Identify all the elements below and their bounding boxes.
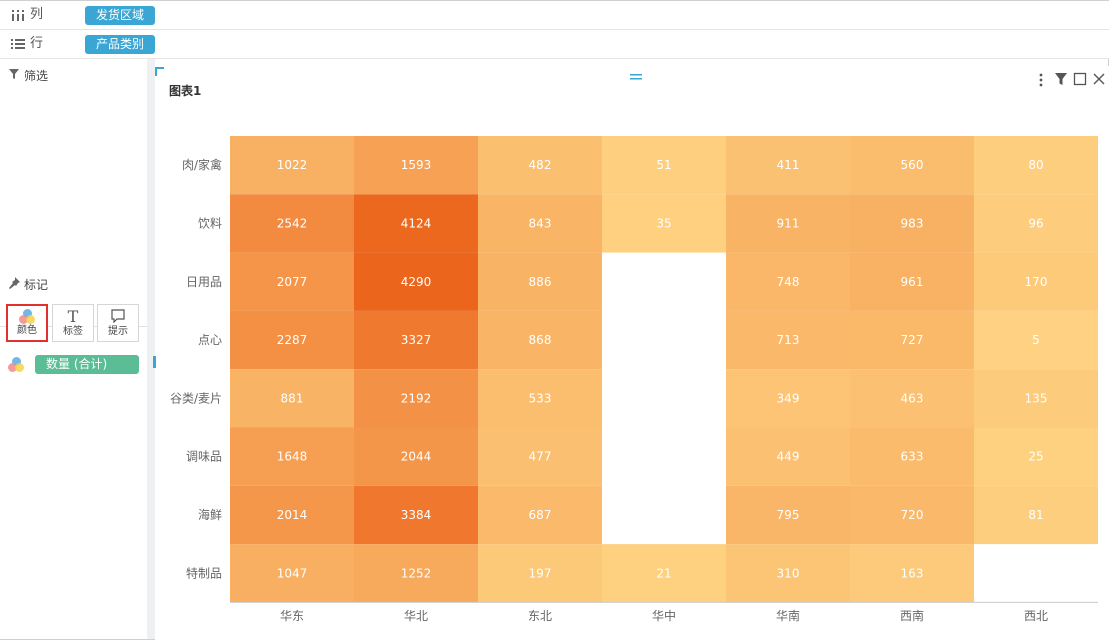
filter-section[interactable]: 筛选 bbox=[8, 68, 48, 84]
color-dots-icon bbox=[19, 309, 35, 325]
marks-section: 标记 bbox=[8, 277, 48, 293]
drag-handle-icon[interactable] bbox=[630, 68, 642, 80]
rows-icon bbox=[10, 36, 26, 52]
pin-icon bbox=[8, 277, 22, 293]
label-mark-button[interactable]: T 标签 bbox=[52, 304, 94, 342]
label-mark-label: 标签 bbox=[63, 326, 83, 337]
speech-bubble-icon bbox=[98, 308, 138, 326]
maximize-icon[interactable] bbox=[1073, 72, 1087, 91]
color-mark-button[interactable]: 颜色 bbox=[6, 304, 48, 342]
rows-shelf[interactable]: 行 产品类别 bbox=[0, 30, 1109, 59]
left-panel: 筛选 标记 颜色 T 标签 提示 bbox=[0, 59, 148, 639]
color-field-pill[interactable]: 数量 (合计) bbox=[35, 355, 139, 374]
more-menu-icon[interactable] bbox=[1037, 72, 1045, 93]
text-T-icon: T bbox=[67, 307, 79, 326]
filter-icon bbox=[8, 68, 22, 84]
column-field-pill[interactable]: 发货区域 bbox=[85, 6, 156, 25]
marks-label: 标记 bbox=[24, 278, 49, 292]
color-field-icon bbox=[8, 357, 24, 373]
tooltip-mark-button[interactable]: 提示 bbox=[97, 304, 139, 342]
close-icon[interactable] bbox=[1092, 72, 1106, 91]
tooltip-mark-label: 提示 bbox=[108, 326, 128, 337]
chart-panel bbox=[155, 66, 1109, 640]
selection-corner bbox=[155, 67, 157, 76]
panel-gutter bbox=[147, 59, 155, 639]
color-mark-label: 颜色 bbox=[17, 325, 37, 336]
filter-label: 筛选 bbox=[24, 69, 49, 83]
row-field-pill[interactable]: 产品类别 bbox=[85, 35, 156, 54]
columns-label: 列 bbox=[30, 7, 44, 22]
resize-handle-left[interactable] bbox=[153, 356, 156, 368]
columns-icon bbox=[10, 7, 26, 23]
columns-shelf[interactable]: 列 发货区域 bbox=[0, 1, 1109, 30]
rows-label: 行 bbox=[30, 36, 44, 51]
chart-title: 图表1 bbox=[169, 84, 202, 98]
filter-icon[interactable] bbox=[1054, 72, 1068, 91]
selection-corner bbox=[155, 67, 164, 69]
